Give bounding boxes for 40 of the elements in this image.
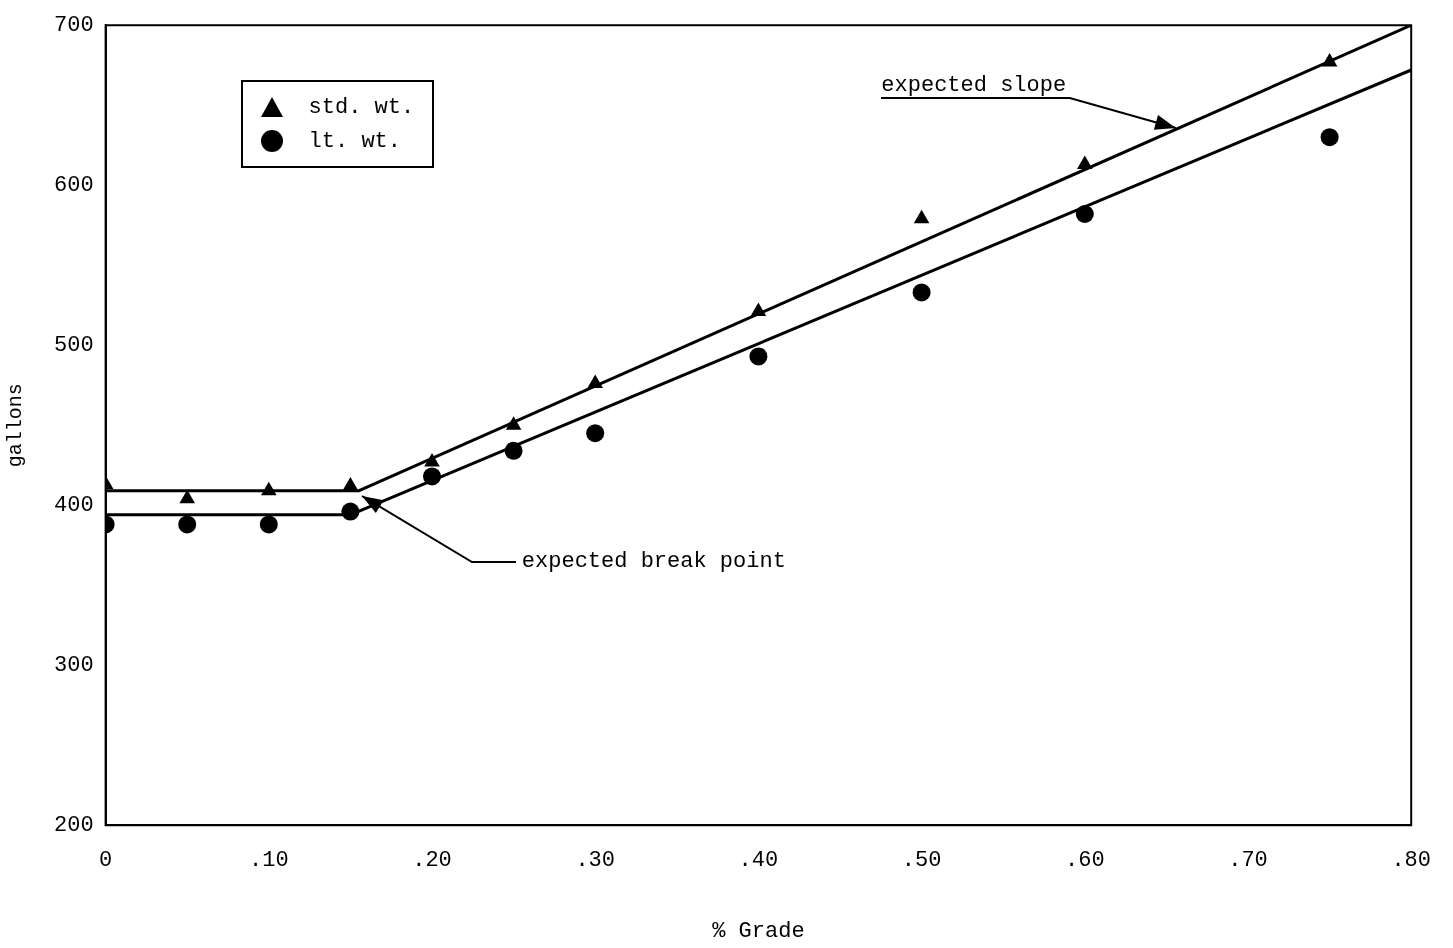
x-tick-label: .60 [1064,848,1105,874]
y-tick-label: 600 [54,173,94,199]
y-tick-label: 200 [54,813,94,839]
point [505,416,522,430]
point [587,374,603,389]
annotation: expected break point [521,549,786,575]
annotation: expected slope [881,73,1067,99]
legend-label: lt. wt. [308,128,402,154]
x-tick-label: .10 [249,848,289,874]
x-tick-label: .70 [1228,848,1268,874]
point [424,453,440,467]
point [586,424,605,443]
x-tick-label: .20 [412,848,452,874]
point [1077,155,1093,169]
point [1075,205,1094,223]
point [261,481,277,496]
point [1320,128,1339,147]
point [912,283,931,302]
point [750,302,767,317]
x-tick-label: 0 [99,848,113,874]
y-axis-title: gallons [4,383,28,468]
point [1321,53,1338,67]
x-tick-label: .50 [901,848,942,874]
point [259,515,278,534]
x-tick-label: .80 [1391,848,1431,874]
y-tick-label: 400 [54,493,94,519]
point [913,209,930,224]
x-axis-title: % Grade [712,918,805,944]
point [178,515,197,534]
point [749,347,768,366]
y-tick-label: 500 [54,333,94,359]
point [342,477,359,491]
y-tick-label: 300 [54,653,94,679]
point [423,467,441,486]
point [341,502,360,521]
x-tick-label: .30 [575,848,616,874]
y-tick-label: 700 [54,13,94,39]
x-tick-label: .40 [738,848,779,874]
point [504,441,523,460]
legend-label: std. wt. [308,94,415,120]
